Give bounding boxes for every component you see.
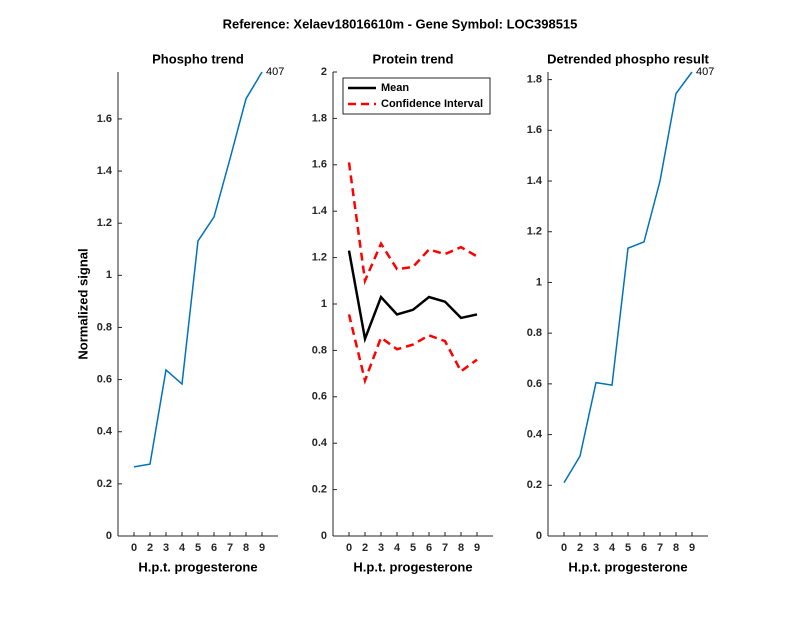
data-line	[347, 314, 478, 385]
x-tick-label: 8	[673, 542, 679, 554]
y-tick-label: 1.2	[97, 217, 112, 229]
axis-title: Protein trend	[373, 51, 454, 66]
y-tick-label: 0.8	[97, 321, 112, 333]
x-tick-label: 2	[147, 542, 153, 554]
y-tick-label: 1.6	[527, 124, 542, 136]
y-tick-label: 0	[536, 530, 542, 542]
legend-box	[342, 77, 491, 115]
data-line	[347, 162, 478, 286]
y-tick-label: 0.8	[312, 344, 327, 356]
y-tick-label: 1	[536, 276, 542, 288]
y-tick-label: 0.2	[312, 484, 327, 496]
y-tick-label: 0.2	[97, 478, 112, 490]
data-line	[133, 71, 263, 468]
x-tick-label: 2	[577, 542, 583, 554]
y-tick-label: 1.8	[527, 74, 542, 86]
y-tick-label: 1.4	[97, 165, 113, 177]
y-tick-label: 0.4	[312, 437, 328, 449]
x-tick-label: 4	[394, 542, 401, 554]
x-tick-label: 6	[641, 542, 647, 554]
x-tick-label: 3	[163, 542, 169, 554]
x-tick-label: 0	[346, 542, 352, 554]
x-axis-label: H.p.t. progesterone	[353, 559, 472, 574]
x-tick-label: 5	[195, 542, 201, 554]
x-tick-label: 5	[410, 542, 416, 554]
y-tick-label: 2	[321, 66, 327, 78]
x-tick-label: 0	[131, 542, 137, 554]
y-tick-label: 0.2	[527, 479, 542, 491]
x-tick-label: 9	[689, 542, 695, 554]
x-tick-label: 6	[426, 542, 432, 554]
y-tick-label: 1.6	[97, 113, 112, 125]
x-tick-label: 0	[561, 542, 567, 554]
y-tick-label: 0.6	[97, 374, 112, 386]
y-tick-label: 1	[321, 298, 327, 310]
y-tick-label: 0.6	[527, 378, 542, 390]
y-tick-label: 0.4	[527, 428, 543, 440]
x-tick-label: 6	[211, 542, 217, 554]
x-tick-label: 9	[259, 542, 265, 554]
x-tick-label: 9	[474, 542, 480, 554]
x-tick-label: 3	[593, 542, 599, 554]
annotation: 407	[266, 66, 284, 78]
x-tick-label: 4	[179, 542, 186, 554]
axis-title: Phospho trend	[152, 51, 244, 66]
y-tick-label: 0	[321, 530, 327, 542]
y-axis-label: Normalized signal	[75, 248, 90, 359]
data-line	[347, 250, 478, 344]
x-tick-label: 3	[378, 542, 384, 554]
legend-label: Mean	[381, 82, 409, 94]
y-tick-label: 0	[106, 530, 112, 542]
data-line	[563, 71, 693, 484]
x-axis-label: H.p.t. progesterone	[138, 559, 257, 574]
figure-title: Reference: Xelaev18016610m - Gene Symbol…	[223, 16, 578, 31]
y-tick-label: 1.8	[312, 112, 327, 124]
x-tick-label: 4	[609, 542, 616, 554]
annotation: 407	[696, 66, 714, 78]
x-tick-label: 2	[362, 542, 368, 554]
y-tick-label: 1.4	[527, 175, 543, 187]
y-tick-label: 1	[106, 269, 112, 281]
axis-title: Detrended phospho result	[547, 51, 709, 66]
x-tick-label: 8	[458, 542, 464, 554]
y-tick-label: 1.4	[312, 205, 328, 217]
y-tick-label: 1.2	[527, 226, 542, 238]
x-tick-label: 7	[657, 542, 663, 554]
y-tick-label: 0.8	[527, 327, 542, 339]
x-axis-label: H.p.t. progesterone	[568, 559, 687, 574]
x-tick-label: 8	[243, 542, 249, 554]
y-tick-label: 1.6	[312, 159, 327, 171]
y-tick-label: 0.4	[97, 426, 113, 438]
legend-label: Confidence Interval	[381, 98, 483, 110]
x-tick-label: 7	[227, 542, 233, 554]
x-tick-label: 7	[442, 542, 448, 554]
y-tick-label: 1.2	[312, 252, 327, 264]
x-tick-label: 5	[625, 542, 631, 554]
y-tick-label: 0.6	[312, 391, 327, 403]
